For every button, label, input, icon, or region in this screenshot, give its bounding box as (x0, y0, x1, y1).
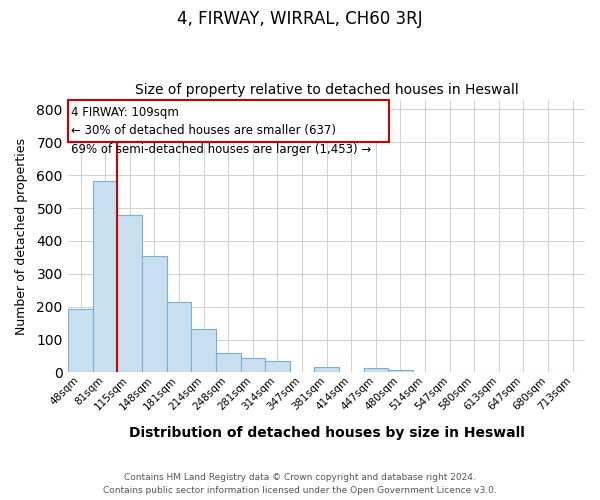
Bar (216, 352, 241, 372)
Text: Contains HM Land Registry data © Crown copyright and database right 2024.
Contai: Contains HM Land Registry data © Crown c… (103, 474, 497, 495)
Bar (364, 368, 388, 372)
Bar (93, 181, 118, 372)
Bar (388, 370, 413, 372)
Bar (265, 360, 290, 372)
Bar (142, 256, 167, 372)
Title: Size of property relative to detached houses in Heswall: Size of property relative to detached ho… (135, 83, 518, 97)
X-axis label: Distribution of detached houses by size in Heswall: Distribution of detached houses by size … (128, 426, 524, 440)
Bar (118, 214, 142, 372)
Bar (68, 310, 93, 372)
Bar (241, 358, 265, 372)
Text: 4 FIRWAY: 109sqm
← 30% of detached houses are smaller (637)
69% of semi-detached: 4 FIRWAY: 109sqm ← 30% of detached house… (71, 106, 371, 156)
Bar (314, 366, 339, 372)
Bar (167, 302, 191, 372)
Bar (191, 328, 216, 372)
Y-axis label: Number of detached properties: Number of detached properties (15, 138, 28, 334)
Text: 4, FIRWAY, WIRRAL, CH60 3RJ: 4, FIRWAY, WIRRAL, CH60 3RJ (177, 10, 423, 28)
